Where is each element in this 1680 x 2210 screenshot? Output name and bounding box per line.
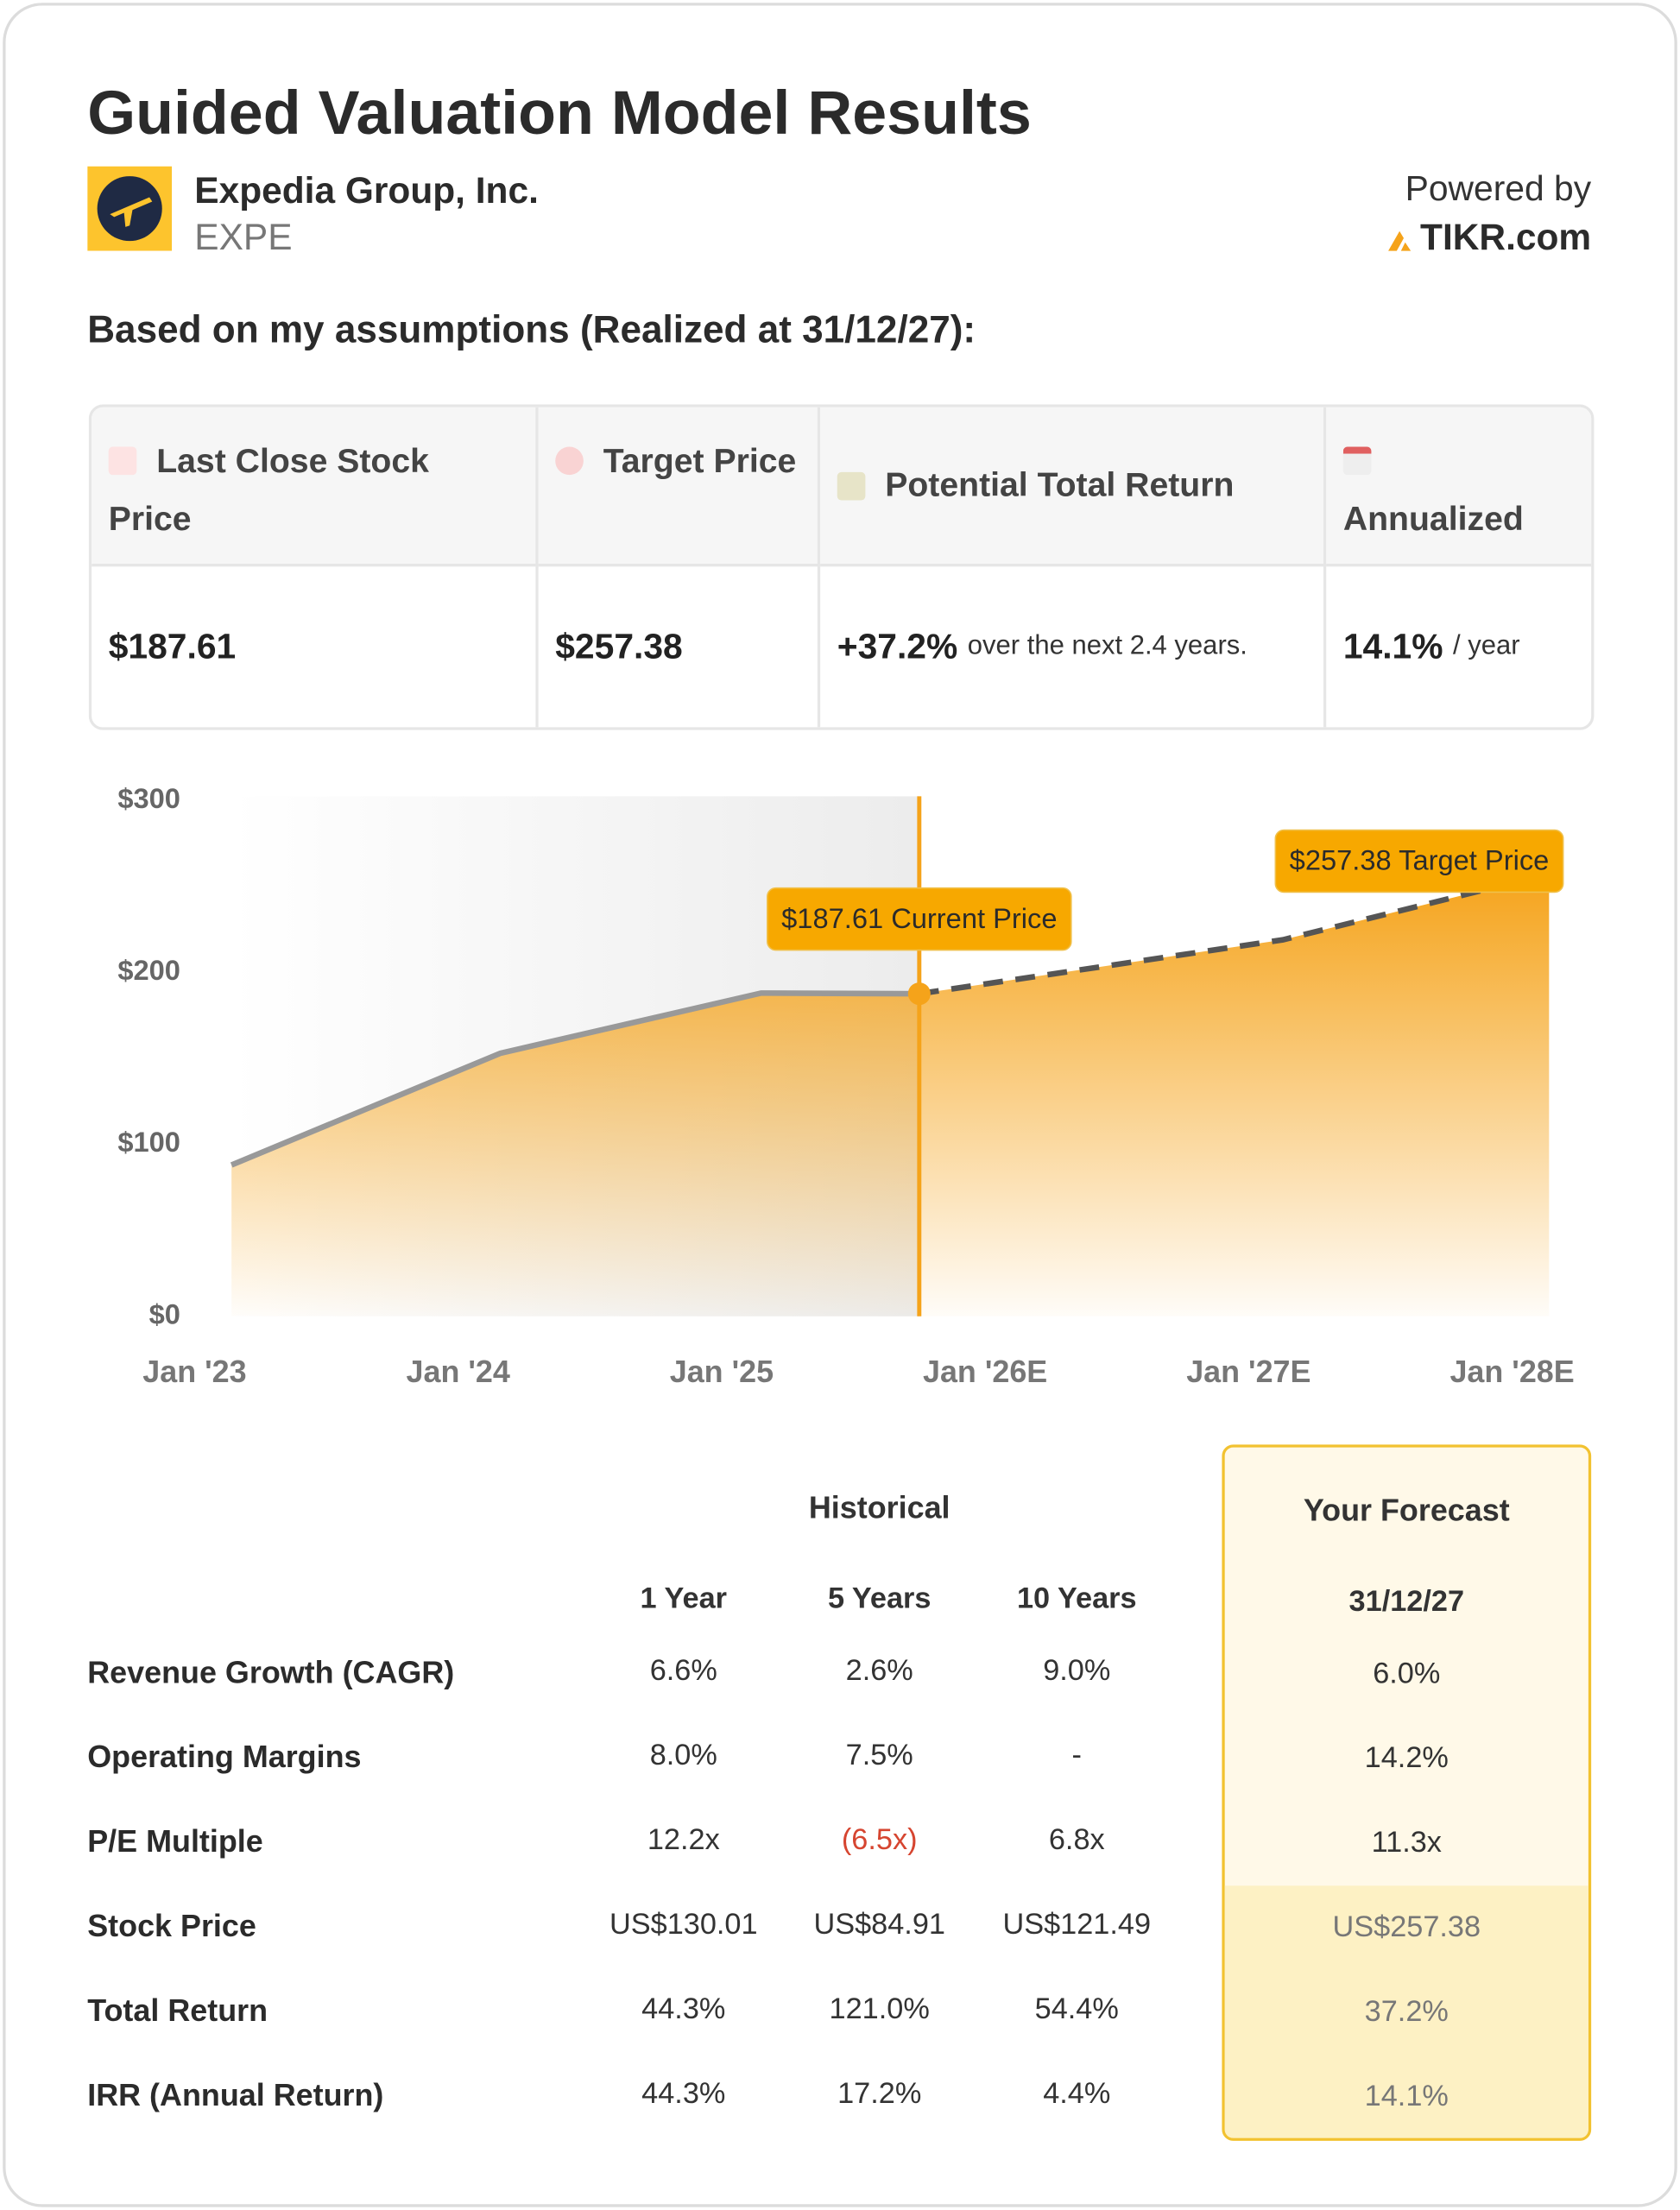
subtitle: Based on my assumptions (Realized at 31/… xyxy=(87,308,976,351)
company-name: Expedia Group, Inc. xyxy=(194,168,539,212)
y-tick-label: $0 xyxy=(149,1298,180,1329)
summary-header: Potential Total Return xyxy=(820,407,1327,567)
header-text: Annualized xyxy=(1342,500,1524,539)
header-text: Last Close Stock Price xyxy=(108,442,429,539)
brand-name: TIKR.com xyxy=(1420,215,1592,258)
summary-note: over the next 2.4 years. xyxy=(967,631,1247,661)
forecast-panel xyxy=(1222,1444,1592,2141)
forecast-highlight xyxy=(1224,1885,1588,2138)
brand-logo xyxy=(1387,230,1411,251)
y-tick-label: $300 xyxy=(117,782,180,814)
price-line xyxy=(919,871,1551,997)
area xyxy=(231,993,919,1317)
annotation: $257.38 Target Price xyxy=(1274,829,1564,893)
summary-table: Last Close Stock Price Target Price Pote… xyxy=(88,404,1595,730)
summary-value: $257.38 xyxy=(555,626,683,666)
annotation: $187.61 Current Price xyxy=(767,887,1072,951)
summary-header: Last Close Stock Price xyxy=(92,407,539,567)
annotation-box xyxy=(1274,829,1564,893)
annotation-box xyxy=(767,887,1072,951)
x-tick-label: Jan '27E xyxy=(1186,1354,1311,1389)
summary-note: / year xyxy=(1452,631,1520,661)
header-text: Potential Total Return xyxy=(885,466,1235,505)
summary-cell: +37.2% over the next 2.4 years. xyxy=(820,566,1327,728)
area xyxy=(919,874,1550,1317)
summary-cell: 14.1% / year xyxy=(1326,566,1591,727)
ticker: EXPE xyxy=(194,215,293,258)
y-tick-label: $200 xyxy=(117,954,180,986)
summary-header: Target Price xyxy=(538,407,821,567)
company-logo xyxy=(87,166,173,251)
price-chart: $0 $100 $200 $300 Jan '23 Jan '24 Jan '25 Jan '… xyxy=(117,782,1574,1389)
x-tick-label: Jan '23 xyxy=(142,1354,246,1389)
summary-value: +37.2% xyxy=(837,626,958,666)
y-tick-label: $100 xyxy=(117,1126,180,1158)
summary-value: $187.61 xyxy=(108,626,237,666)
current-point xyxy=(907,982,931,1006)
x-tick-label: Jan '25 xyxy=(670,1354,774,1389)
header-text: Target Price xyxy=(603,442,797,481)
brand: TIKR.com xyxy=(1386,216,1591,260)
title: Guided Valuation Model Results xyxy=(87,79,1032,148)
summary-header: Annualized xyxy=(1326,407,1592,567)
price-line xyxy=(230,990,919,1168)
summary-cell: $257.38 xyxy=(539,566,821,728)
summary-cell: $187.61 xyxy=(92,566,539,728)
x-tick-label: Jan '26E xyxy=(923,1354,1047,1389)
annotation-label: $257.38 Target Price xyxy=(1290,844,1550,876)
x-tick-label: Jan '24 xyxy=(407,1354,510,1389)
x-tick-label: Jan '28E xyxy=(1449,1354,1574,1389)
summary-value: 14.1% xyxy=(1342,626,1443,666)
annotation-label: $187.61 Current Price xyxy=(781,902,1057,934)
powered-by: Powered by xyxy=(1405,168,1592,209)
